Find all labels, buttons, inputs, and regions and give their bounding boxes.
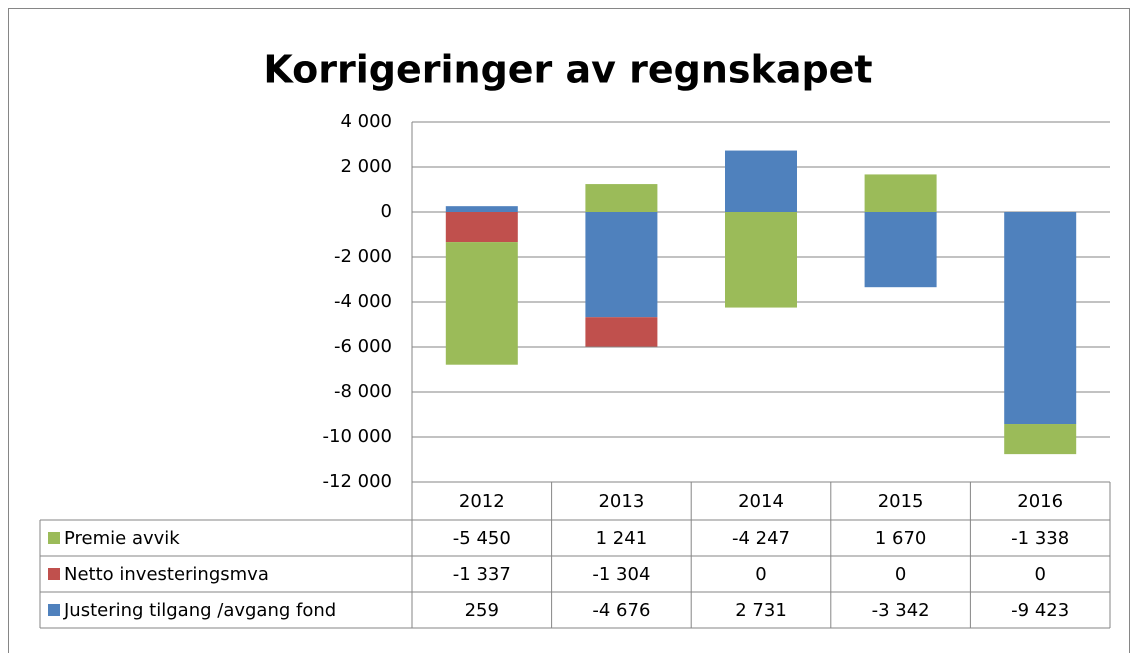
bar bbox=[725, 150, 797, 212]
y-tick-label: -12 000 bbox=[323, 471, 392, 492]
chart-frame bbox=[8, 8, 1130, 653]
x-tick-label: 2016 bbox=[1017, 491, 1063, 512]
table-value: 0 bbox=[755, 564, 766, 585]
table-value: -4 676 bbox=[592, 600, 650, 621]
bar bbox=[585, 317, 658, 347]
table-value: -1 338 bbox=[1011, 528, 1069, 549]
y-tick-label: -8 000 bbox=[334, 381, 392, 402]
bar bbox=[864, 174, 937, 212]
x-tick-label: 2015 bbox=[878, 491, 924, 512]
bar bbox=[585, 212, 658, 318]
table-value: 1 670 bbox=[875, 528, 927, 549]
table-value: 0 bbox=[895, 564, 906, 585]
bar bbox=[445, 242, 518, 365]
table-value: -9 423 bbox=[1011, 600, 1069, 621]
table-value: 1 241 bbox=[596, 528, 648, 549]
x-tick-label: 2012 bbox=[459, 491, 505, 512]
y-tick-label: -6 000 bbox=[334, 336, 392, 357]
y-tick-label: -10 000 bbox=[323, 426, 392, 447]
table-value: 259 bbox=[465, 600, 499, 621]
table-value: -1 337 bbox=[453, 564, 511, 585]
y-tick-label: -2 000 bbox=[334, 246, 392, 267]
chart-title: Korrigeringer av regnskapet bbox=[263, 48, 872, 92]
legend-swatch bbox=[48, 568, 60, 580]
legend-label: Justering tilgang /avgang fond bbox=[63, 600, 336, 621]
bar bbox=[1004, 212, 1077, 425]
y-tick-label: 2 000 bbox=[340, 156, 392, 177]
x-tick-label: 2014 bbox=[738, 491, 784, 512]
y-tick-label: -4 000 bbox=[334, 291, 392, 312]
bar bbox=[1004, 424, 1077, 455]
legend-label: Premie avvik bbox=[64, 528, 180, 549]
legend-label: Netto investeringsmva bbox=[64, 564, 269, 585]
bar bbox=[864, 212, 937, 288]
bar bbox=[585, 184, 658, 212]
table-value: -4 247 bbox=[732, 528, 790, 549]
y-tick-label: 0 bbox=[381, 201, 392, 222]
legend-swatch bbox=[48, 604, 60, 616]
x-tick-label: 2013 bbox=[598, 491, 644, 512]
table-value: 0 bbox=[1034, 564, 1045, 585]
bar bbox=[445, 206, 518, 212]
table-value: -1 304 bbox=[592, 564, 650, 585]
y-tick-label: 4 000 bbox=[340, 111, 392, 132]
table-value: 2 731 bbox=[735, 600, 787, 621]
bar bbox=[445, 212, 518, 243]
table-value: -3 342 bbox=[872, 600, 930, 621]
table-value: -5 450 bbox=[453, 528, 511, 549]
legend-swatch bbox=[48, 532, 60, 544]
bar bbox=[725, 212, 797, 308]
